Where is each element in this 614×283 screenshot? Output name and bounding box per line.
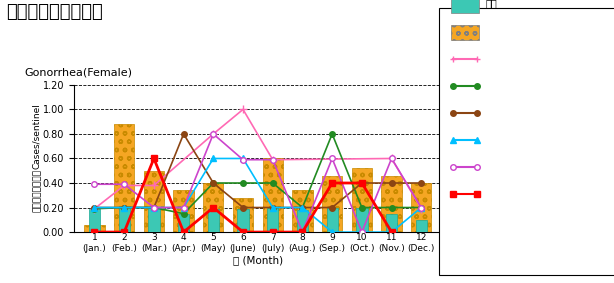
Text: 2021: 2021: [485, 108, 510, 118]
Bar: [416, 220, 427, 232]
Bar: [203, 183, 223, 232]
Bar: [173, 190, 194, 232]
Text: Japan: Japan: [485, 10, 510, 19]
Bar: [327, 207, 338, 232]
Text: 2024: 2024: [485, 189, 510, 199]
Bar: [178, 214, 189, 232]
Bar: [263, 158, 283, 232]
Bar: [381, 176, 402, 232]
Bar: [89, 209, 100, 232]
Bar: [322, 176, 343, 232]
Text: Okayama: Okayama: [485, 37, 528, 46]
Text: 岡山県: 岡山県: [485, 25, 503, 35]
Text: 全国: 全国: [485, 0, 497, 8]
Bar: [297, 210, 308, 232]
Bar: [292, 190, 313, 232]
Text: 定点当たり新患数: 定点当たり新患数: [33, 169, 41, 212]
Bar: [267, 207, 278, 232]
Bar: [114, 124, 134, 232]
Text: 2023: 2023: [485, 162, 510, 172]
Text: 2022: 2022: [485, 135, 510, 145]
Bar: [386, 214, 397, 232]
Bar: [208, 209, 219, 232]
Text: Gonorrhea(Female): Gonorrhea(Female): [25, 68, 133, 78]
Text: 2019: 2019: [485, 54, 510, 65]
Bar: [84, 225, 104, 232]
X-axis label: 月 (Month): 月 (Month): [233, 256, 283, 266]
Text: 淡菌感染症（女性）: 淡菌感染症（女性）: [6, 3, 103, 21]
Bar: [238, 209, 249, 232]
Bar: [411, 183, 432, 232]
Bar: [356, 207, 368, 232]
Bar: [233, 198, 253, 232]
Bar: [119, 207, 130, 232]
Text: 2020: 2020: [485, 81, 510, 91]
Text: Cases/sentinel: Cases/sentinel: [33, 104, 41, 169]
Bar: [148, 207, 160, 232]
Bar: [144, 171, 164, 232]
Bar: [352, 168, 372, 232]
